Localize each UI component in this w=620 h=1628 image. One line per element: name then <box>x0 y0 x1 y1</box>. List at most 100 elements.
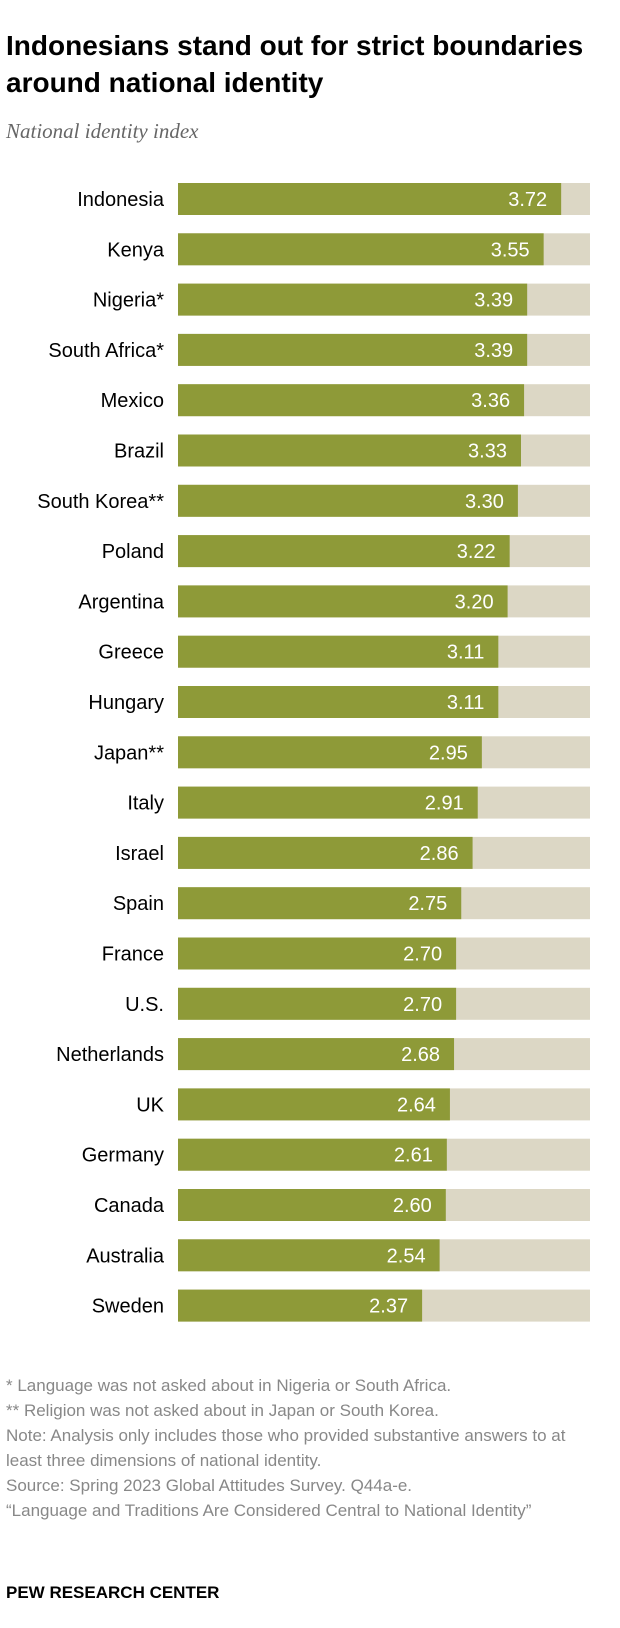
bar-row: South Korea** 3.30 <box>37 484 590 517</box>
bar-row: Greece 3.11 <box>98 635 590 668</box>
category-label: Australia <box>86 1245 165 1267</box>
category-label: France <box>102 944 164 966</box>
bar-row: Brazil 3.33 <box>114 434 590 467</box>
category-label: Spain <box>113 893 164 915</box>
bar <box>178 484 518 517</box>
value-label: 3.72 <box>508 189 547 211</box>
category-label: Japan** <box>94 742 164 764</box>
bar <box>178 535 510 568</box>
value-label: 2.54 <box>387 1245 426 1267</box>
bar <box>178 183 562 215</box>
bar-row: Poland 3.22 <box>102 535 590 568</box>
pew-research-center-logo: PEW RESEARCH CENTER <box>6 1583 220 1602</box>
value-label: 2.70 <box>403 944 442 966</box>
value-label: 2.95 <box>429 742 468 764</box>
value-label: 3.11 <box>447 692 484 714</box>
category-label: Indonesia <box>77 189 165 211</box>
value-label: 2.91 <box>425 793 464 815</box>
value-label: 2.37 <box>369 1296 408 1318</box>
bar-row: UK 2.64 <box>136 1088 590 1121</box>
bar <box>178 635 499 668</box>
bar <box>178 937 457 970</box>
value-label: 3.11 <box>447 642 484 664</box>
category-label: UK <box>136 1094 164 1116</box>
value-label: 3.22 <box>457 541 496 563</box>
bar <box>178 1289 423 1322</box>
bar <box>178 434 521 467</box>
category-label: Argentina <box>78 591 164 613</box>
category-label: Canada <box>94 1195 165 1217</box>
bar-row: Sweden 2.37 <box>92 1289 590 1322</box>
bar-row: France 2.70 <box>102 937 590 970</box>
value-label: 3.55 <box>491 239 530 261</box>
value-label: 3.39 <box>474 340 513 362</box>
bar <box>178 1239 440 1272</box>
bar-row: Argentina 3.20 <box>78 585 590 618</box>
bar-row: Canada 2.60 <box>94 1189 590 1221</box>
category-label: South Korea** <box>37 491 164 513</box>
bar <box>178 887 462 920</box>
bar <box>178 1189 446 1221</box>
category-label: Italy <box>127 793 164 815</box>
bar-row: Germany 2.61 <box>82 1138 590 1171</box>
bar <box>178 736 482 769</box>
bar <box>178 786 478 819</box>
category-label: Sweden <box>92 1296 164 1318</box>
value-label: 3.36 <box>471 390 510 412</box>
value-label: 2.64 <box>397 1094 436 1116</box>
bar-row: Spain 2.75 <box>113 887 590 920</box>
value-label: 2.68 <box>401 1044 440 1066</box>
category-label: Israel <box>115 843 164 865</box>
bar <box>178 283 528 316</box>
bar-row: Nigeria* 3.39 <box>93 283 590 316</box>
bar <box>178 686 499 718</box>
bar-row: Australia 2.54 <box>86 1239 590 1272</box>
bar-row: South Africa* 3.39 <box>48 333 590 366</box>
bar <box>178 384 525 417</box>
chart-notes: * Language was not asked about in Nigeri… <box>6 1373 606 1523</box>
value-label: 2.70 <box>403 994 442 1016</box>
bar-row: Hungary 3.11 <box>88 686 590 718</box>
bar-row: Indonesia 3.72 <box>77 183 590 215</box>
bar-row: Japan** 2.95 <box>94 736 590 769</box>
category-label: Brazil <box>114 441 164 463</box>
value-label: 2.86 <box>420 843 459 865</box>
bar <box>178 987 457 1020</box>
value-label: 3.33 <box>468 441 507 463</box>
category-label: Netherlands <box>56 1044 164 1066</box>
bar <box>178 1088 450 1121</box>
category-label: U.S. <box>125 994 164 1016</box>
category-label: Mexico <box>101 390 164 412</box>
bar-row: U.S. 2.70 <box>125 987 590 1020</box>
chart-subtitle: National identity index <box>6 119 199 143</box>
category-label: Kenya <box>107 239 165 261</box>
chart-title: Indonesians stand out for strict boundar… <box>6 30 584 98</box>
note-report-title: “Language and Traditions Are Considered … <box>6 1501 532 1520</box>
bar-row: Netherlands 2.68 <box>56 1038 590 1071</box>
note-religion: ** Religion was not asked about in Japan… <box>6 1401 439 1420</box>
value-label: 2.61 <box>394 1145 433 1167</box>
note-language: * Language was not asked about in Nigeri… <box>6 1376 452 1395</box>
value-label: 3.20 <box>455 591 494 613</box>
category-label: Germany <box>82 1145 164 1167</box>
bar-row: Kenya 3.55 <box>107 233 590 266</box>
note-analysis: Note: Analysis only includes those who p… <box>6 1426 566 1470</box>
value-label: 3.39 <box>474 290 513 312</box>
category-label: South Africa* <box>48 340 164 362</box>
bar <box>178 333 528 366</box>
bar <box>178 1038 455 1071</box>
value-label: 2.60 <box>393 1195 432 1217</box>
category-label: Nigeria* <box>93 290 164 312</box>
bar <box>178 1138 447 1171</box>
note-source: Source: Spring 2023 Global Attitudes Sur… <box>6 1476 413 1495</box>
bar <box>178 585 508 618</box>
bar <box>178 233 544 266</box>
bar-row: Mexico 3.36 <box>101 384 590 417</box>
bar-row: Israel 2.86 <box>115 836 590 869</box>
value-label: 3.30 <box>465 491 504 513</box>
bar <box>178 836 473 869</box>
category-label: Greece <box>98 642 164 664</box>
bar-row: Italy 2.91 <box>127 786 590 819</box>
category-label: Poland <box>102 541 164 563</box>
